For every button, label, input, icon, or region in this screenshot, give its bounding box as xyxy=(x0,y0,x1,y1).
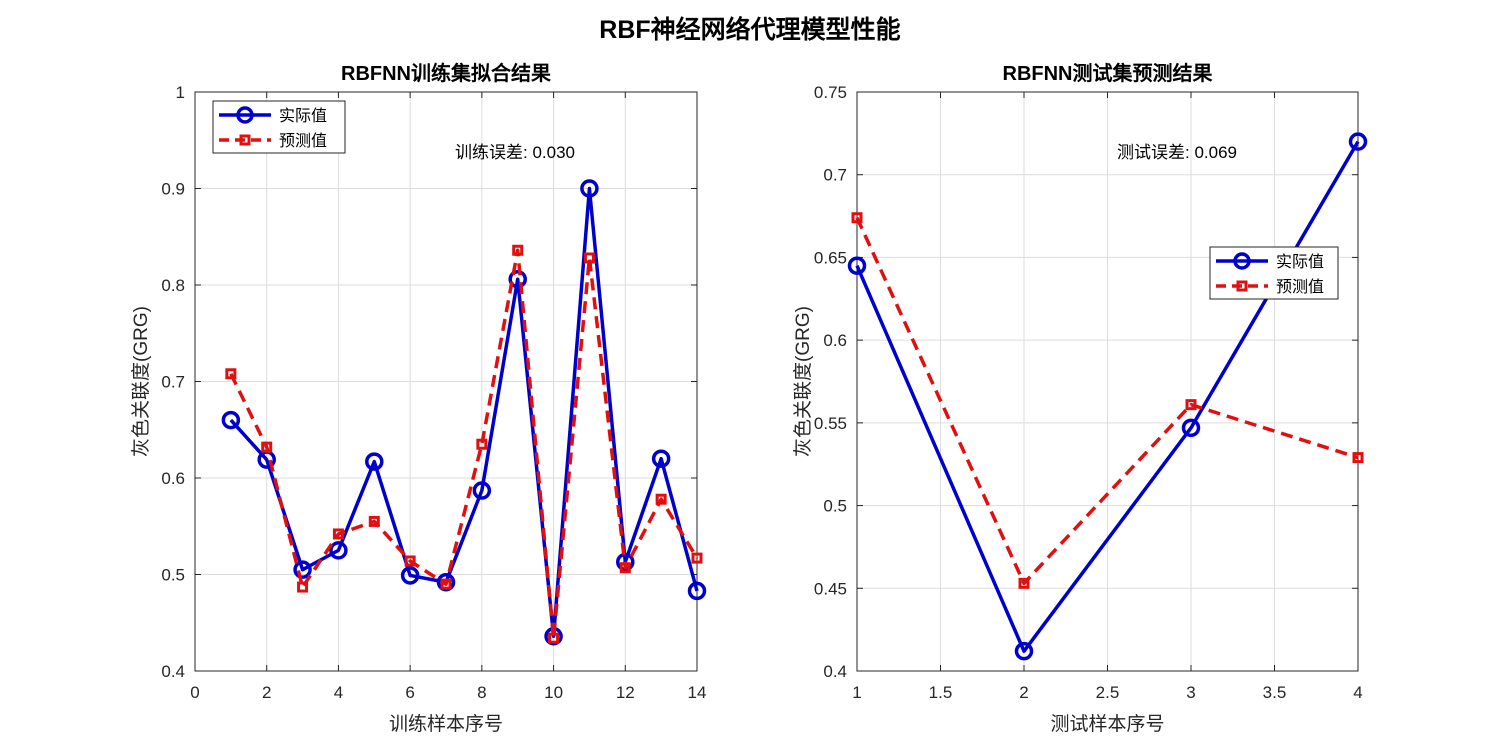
y-axis-label: 灰色关联度(GRG) xyxy=(792,306,814,457)
legend-label: 实际值 xyxy=(279,107,327,125)
actual-point xyxy=(1181,418,1201,438)
x-tick-label: 14 xyxy=(688,683,707,702)
y-tick-label: 0.6 xyxy=(823,331,847,350)
predicted-point xyxy=(619,562,631,574)
y-tick-label: 0.65 xyxy=(814,248,847,267)
actual-point xyxy=(293,560,312,579)
predicted-point xyxy=(583,252,595,264)
actual-point xyxy=(365,452,384,471)
actual-point xyxy=(436,572,456,592)
x-tick-label: 10 xyxy=(544,683,563,702)
y-axis-label: 灰色关联度(GRG) xyxy=(130,306,152,457)
x-tick-label: 1.5 xyxy=(929,683,953,702)
y-tick-label: 0.4 xyxy=(823,662,847,681)
legend-box xyxy=(1209,246,1339,300)
x-tick-label: 12 xyxy=(616,683,635,702)
predicted-point xyxy=(404,555,416,567)
actual-point xyxy=(687,581,707,601)
y-tick-label: 0.55 xyxy=(814,414,847,433)
figure-title: RBF神经网络代理模型性能 xyxy=(599,15,900,44)
y-tick-label: 0.9 xyxy=(161,180,185,199)
y-tick-label: 0.45 xyxy=(814,579,847,598)
predicted-point xyxy=(297,581,309,593)
predicted-point xyxy=(851,212,863,224)
legend-marker xyxy=(1236,280,1248,292)
legend-marker xyxy=(1233,252,1251,270)
y-tick-label: 0.7 xyxy=(161,373,185,392)
predicted-point xyxy=(368,515,380,527)
y-tick-label: 0.8 xyxy=(161,276,185,295)
actual-point xyxy=(508,269,527,289)
x-tick-label: 1 xyxy=(852,683,861,702)
legend-label: 预测值 xyxy=(1276,278,1324,296)
chart-title: RBFNN训练集拟合结果 xyxy=(341,61,551,85)
x-tick-label: 8 xyxy=(477,683,486,702)
predicted-point xyxy=(1352,452,1364,464)
actual-point xyxy=(329,541,348,560)
actual-point xyxy=(1348,132,1368,151)
chart-test: 1 1.5 2 2.5 3 3.5 4 0.4 0.45 0.5 0.55 0.6 0.65 0.7 0.7… xyxy=(792,61,1368,735)
predicted-point xyxy=(261,441,273,453)
actual-point xyxy=(1014,641,1034,661)
actual-point xyxy=(400,566,420,585)
actual-point xyxy=(651,449,671,468)
predicted-point xyxy=(655,493,667,505)
actual-point xyxy=(221,410,241,430)
legend-label: 预测值 xyxy=(279,132,327,150)
legend-label: 实际值 xyxy=(1276,253,1324,271)
error-annotation: 测试误差: 0.069 xyxy=(1117,143,1237,162)
predicted-series-line xyxy=(855,216,1359,586)
predicted-point xyxy=(225,368,237,380)
legend-marker xyxy=(239,134,251,146)
legend-marker xyxy=(236,106,254,124)
predicted-point xyxy=(1185,399,1197,411)
legend-box xyxy=(212,100,346,154)
predicted-point xyxy=(332,528,344,540)
error-annotation: 训练误差: 0.030 xyxy=(455,143,575,162)
x-tick-label: 4 xyxy=(1353,683,1362,702)
predicted-point xyxy=(476,438,488,450)
chart-title: RBFNN测试集预测结果 xyxy=(1003,61,1213,85)
x-tick-label: 3 xyxy=(1186,683,1195,702)
x-tick-label: 6 xyxy=(405,683,414,702)
y-tick-label: 0.75 xyxy=(814,83,847,102)
predicted-series-line xyxy=(229,248,699,640)
y-tick-label: 0.7 xyxy=(823,166,847,185)
x-tick-label: 2 xyxy=(1019,683,1028,702)
y-tick-label: 0.5 xyxy=(161,566,185,585)
actual-point xyxy=(580,179,599,198)
predicted-point xyxy=(548,632,560,644)
y-tick-label: 1 xyxy=(176,83,185,102)
x-tick-label: 3.5 xyxy=(1263,683,1287,702)
predicted-point xyxy=(440,578,452,590)
chart-train: 0 2 4 6 8 10 12 14 0.4 0.5 0.6 0.7 0.8 0.9 1 RBFNN训练集拟合… xyxy=(130,61,706,735)
x-axis-label: 测试样本序号 xyxy=(1050,713,1164,735)
x-tick-label: 2.5 xyxy=(1096,683,1120,702)
x-tick-label: 4 xyxy=(334,683,343,702)
x-tick-label: 2 xyxy=(262,683,271,702)
actual-point xyxy=(847,256,867,275)
x-axis-label: 训练样本序号 xyxy=(389,713,503,735)
predicted-point xyxy=(691,552,703,564)
y-tick-label: 0.4 xyxy=(161,662,185,681)
x-tick-label: 0 xyxy=(190,683,199,702)
y-tick-label: 0.5 xyxy=(823,497,847,516)
y-tick-label: 0.6 xyxy=(161,469,185,488)
predicted-point xyxy=(1018,577,1030,589)
actual-point xyxy=(472,481,492,500)
predicted-point xyxy=(512,244,524,256)
